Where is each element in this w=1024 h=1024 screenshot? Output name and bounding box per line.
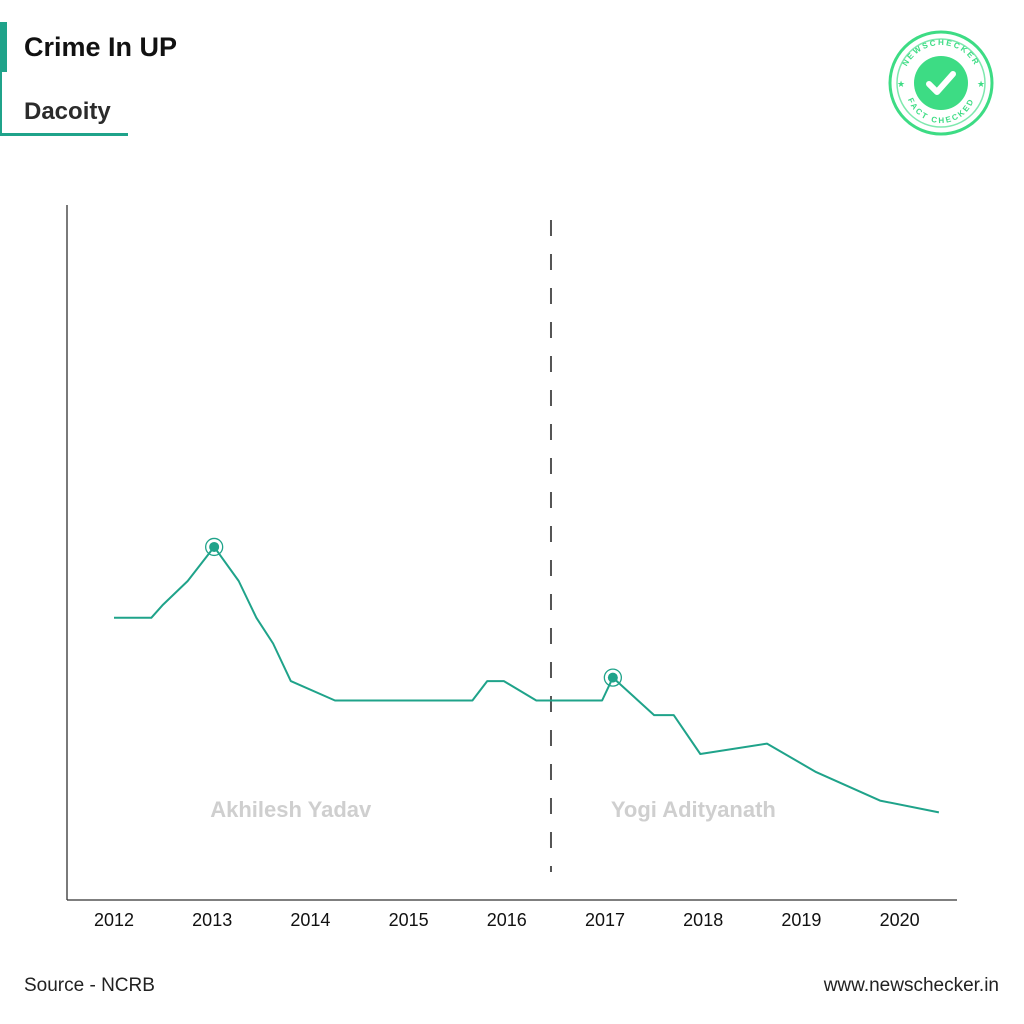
subtitle-accent-vline <box>0 72 2 136</box>
star-icon: ★ <box>897 79 905 89</box>
chart-axes <box>66 205 957 901</box>
subtitle-underline <box>0 133 128 136</box>
highlight-point-1 <box>607 672 618 683</box>
chart-subtitle: Dacoity <box>24 98 111 125</box>
source-note: Source - NCRB <box>24 975 155 996</box>
x-tick-label-2019: 2019 <box>781 910 821 930</box>
logo-outer-ring <box>888 30 994 136</box>
x-tick-label-2017: 2017 <box>585 910 625 930</box>
region-labels: Akhilesh Yadav Yogi Adityanath <box>210 797 776 822</box>
highlight-ring-0 <box>205 537 224 557</box>
title-accent-bar <box>0 22 7 72</box>
subtitle-block: Dacoity <box>0 72 128 136</box>
x-tick-label-2013: 2013 <box>192 910 232 930</box>
series-line-0 <box>114 545 940 814</box>
x-tick-label-2016: 2016 <box>487 910 527 930</box>
x-tick-label-2012: 2012 <box>94 910 134 930</box>
highlight-points <box>205 537 623 687</box>
x-tick-label-2015: 2015 <box>389 910 429 930</box>
star-icon: ★ <box>977 79 985 89</box>
region-label-1: Yogi Adityanath <box>611 797 776 822</box>
x-tick-labels: 2012 2013 2014 2015 2016 2017 2018 2019 2020 <box>94 910 920 930</box>
logo-inner-ring <box>896 38 986 128</box>
highlight-point-0 <box>209 541 220 552</box>
page-title: Crime In UP <box>24 32 178 62</box>
x-tick-label-2020: 2020 <box>880 910 920 930</box>
newschecker-logo: NEWSCHECKER FACT CHECKED ★ ★ <box>888 30 994 136</box>
highlight-ring-1 <box>603 668 623 687</box>
x-tick-label-2018: 2018 <box>683 910 723 930</box>
x-tick-label-2014: 2014 <box>290 910 330 930</box>
region-label-0: Akhilesh Yadav <box>210 797 372 822</box>
checkmark-icon <box>926 71 956 95</box>
series-group <box>114 545 940 814</box>
website-link[interactable]: www.newschecker.in <box>823 975 999 996</box>
